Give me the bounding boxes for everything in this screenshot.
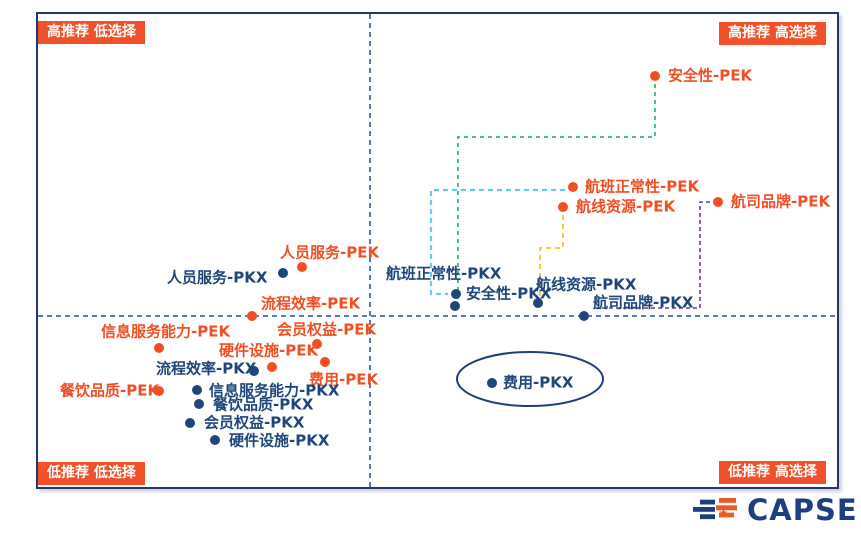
- quadrant-badge-bottom-right: 低推荐 高选择: [719, 461, 826, 484]
- capse-logo-text: CAPSE: [747, 493, 858, 527]
- data-point-dot: [154, 343, 164, 353]
- data-point-label: 信息服务能力-PEK: [101, 322, 231, 341]
- data-point-label: 餐饮品质-PKX: [213, 395, 314, 414]
- capse-logo-bars-icon: [693, 498, 737, 520]
- data-point-dot: [487, 378, 497, 388]
- data-point-label: 餐饮品质-PEK: [60, 381, 160, 400]
- quadrant-badge-top-left: 高推荐 低选择: [38, 21, 145, 44]
- data-point-label: 航班正常性-PEK: [585, 177, 700, 196]
- data-point-dot: [267, 362, 277, 372]
- data-point-dot: [451, 289, 461, 299]
- data-point-dot: [247, 311, 257, 321]
- data-point-dot: [450, 301, 460, 311]
- capse-logo-star-icon: ★: [719, 508, 728, 519]
- data-point-label: 航司品牌-PKX: [593, 293, 694, 312]
- data-point-dot: [650, 71, 660, 81]
- data-point-dot: [568, 182, 578, 192]
- data-point-label: 会员权益-PKX: [204, 413, 305, 432]
- quadrant-badge-bottom-left: 低推荐 低选择: [38, 462, 145, 485]
- data-point-label: 信息服务能力-PKX: [209, 381, 340, 400]
- data-point-label: 航线资源-PEK: [576, 197, 676, 216]
- data-point-dot: [249, 366, 259, 376]
- data-point-label: 硬件设施-PKX: [229, 431, 330, 450]
- data-point-label: 航司品牌-PEK: [731, 192, 831, 211]
- data-point-dot: [312, 339, 322, 349]
- data-point-label: 费用-PKX: [503, 373, 574, 392]
- data-point-dot: [154, 386, 164, 396]
- data-point-label: 流程效率-PKX: [156, 359, 257, 378]
- data-point-dot: [210, 435, 220, 445]
- data-point-label: 会员权益-PEK: [277, 320, 377, 339]
- data-point-dot: [185, 418, 195, 428]
- data-point-label: 航班正常性-PKX: [386, 264, 502, 283]
- quadrant-badge-top-right: 高推荐 高选择: [719, 22, 826, 45]
- data-point-dot: [192, 385, 202, 395]
- data-point-label: 费用-PEK: [309, 370, 379, 389]
- capse-logo: CAPSE ★: [690, 495, 858, 525]
- data-point-dot: [320, 357, 330, 367]
- data-point-dot: [579, 311, 589, 321]
- data-point-dot: [278, 268, 288, 278]
- data-point-label: 航线资源-PKX: [536, 275, 637, 294]
- data-point-label: 硬件设施-PEK: [219, 341, 319, 360]
- data-point-dot: [533, 298, 543, 308]
- data-point-label: 人员服务-PKX: [167, 268, 268, 287]
- data-point-dot: [297, 262, 307, 272]
- data-point-label: 流程效率-PEK: [261, 294, 361, 313]
- data-point-dot: [194, 399, 204, 409]
- data-point-dot: [558, 202, 568, 212]
- data-point-dot: [713, 197, 723, 207]
- data-point-label: 人员服务-PEK: [280, 243, 380, 262]
- data-point-label: 安全性-PEK: [668, 66, 753, 85]
